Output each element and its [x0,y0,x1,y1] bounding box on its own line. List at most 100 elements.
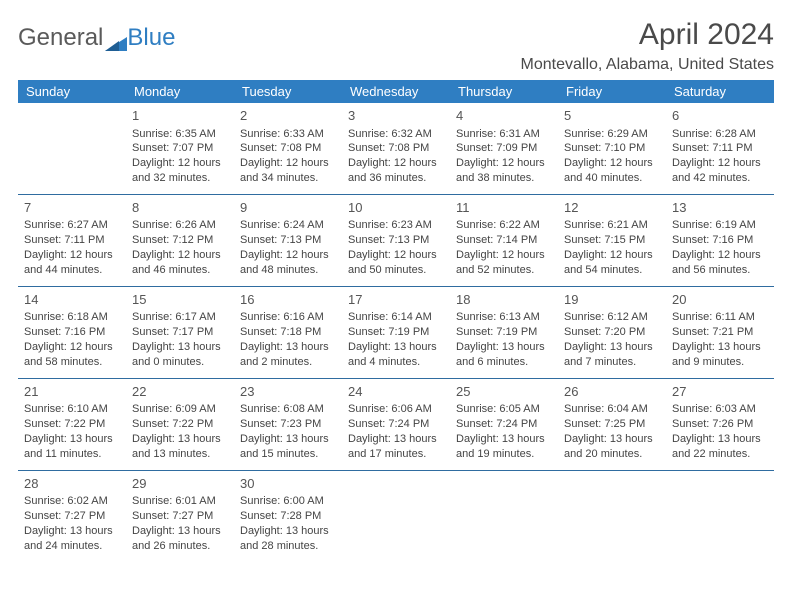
daylight-line-2: and 48 minutes. [240,263,336,278]
sunset-line: Sunset: 7:26 PM [672,417,768,432]
calendar-cell: 2Sunrise: 6:33 AMSunset: 7:08 PMDaylight… [234,103,342,194]
calendar-cell: 8Sunrise: 6:26 AMSunset: 7:12 PMDaylight… [126,194,234,286]
day-number: 21 [24,383,120,401]
daylight-line-2: and 19 minutes. [456,447,552,462]
daylight-line-1: Daylight: 12 hours [348,248,444,263]
sunset-line: Sunset: 7:08 PM [348,141,444,156]
daylight-line-1: Daylight: 12 hours [240,248,336,263]
sunrise-line: Sunrise: 6:33 AM [240,127,336,142]
sunrise-line: Sunrise: 6:06 AM [348,402,444,417]
calendar-row: 21Sunrise: 6:10 AMSunset: 7:22 PMDayligh… [18,378,774,470]
weekday-header: Monday [126,80,234,103]
sunrise-line: Sunrise: 6:31 AM [456,127,552,142]
sunset-line: Sunset: 7:27 PM [132,509,228,524]
day-number: 2 [240,107,336,125]
daylight-line-2: and 6 minutes. [456,355,552,370]
sunset-line: Sunset: 7:10 PM [564,141,660,156]
sunset-line: Sunset: 7:21 PM [672,325,768,340]
daylight-line-1: Daylight: 12 hours [348,156,444,171]
calendar-cell: 3Sunrise: 6:32 AMSunset: 7:08 PMDaylight… [342,103,450,194]
calendar-cell: 26Sunrise: 6:04 AMSunset: 7:25 PMDayligh… [558,378,666,470]
sunrise-line: Sunrise: 6:17 AM [132,310,228,325]
calendar-table: SundayMondayTuesdayWednesdayThursdayFrid… [18,80,774,562]
daylight-line-1: Daylight: 12 hours [132,248,228,263]
daylight-line-1: Daylight: 12 hours [24,248,120,263]
sunset-line: Sunset: 7:22 PM [132,417,228,432]
daylight-line-1: Daylight: 12 hours [564,156,660,171]
daylight-line-1: Daylight: 12 hours [132,156,228,171]
sunrise-line: Sunrise: 6:08 AM [240,402,336,417]
sunrise-line: Sunrise: 6:26 AM [132,218,228,233]
calendar-cell [450,470,558,561]
daylight-line-2: and 17 minutes. [348,447,444,462]
calendar-cell: 16Sunrise: 6:16 AMSunset: 7:18 PMDayligh… [234,286,342,378]
sunrise-line: Sunrise: 6:10 AM [24,402,120,417]
daylight-line-1: Daylight: 13 hours [132,432,228,447]
daylight-line-2: and 7 minutes. [564,355,660,370]
weekday-header: Sunday [18,80,126,103]
sunrise-line: Sunrise: 6:29 AM [564,127,660,142]
calendar-cell: 1Sunrise: 6:35 AMSunset: 7:07 PMDaylight… [126,103,234,194]
daylight-line-2: and 13 minutes. [132,447,228,462]
day-number: 19 [564,291,660,309]
day-number: 29 [132,475,228,493]
daylight-line-2: and 54 minutes. [564,263,660,278]
day-number: 25 [456,383,552,401]
sunrise-line: Sunrise: 6:19 AM [672,218,768,233]
calendar-cell [666,470,774,561]
sunrise-line: Sunrise: 6:13 AM [456,310,552,325]
calendar-cell: 5Sunrise: 6:29 AMSunset: 7:10 PMDaylight… [558,103,666,194]
calendar-cell: 20Sunrise: 6:11 AMSunset: 7:21 PMDayligh… [666,286,774,378]
calendar-cell [18,103,126,194]
sunset-line: Sunset: 7:16 PM [24,325,120,340]
daylight-line-2: and 34 minutes. [240,171,336,186]
calendar-head: SundayMondayTuesdayWednesdayThursdayFrid… [18,80,774,103]
sunset-line: Sunset: 7:28 PM [240,509,336,524]
sunrise-line: Sunrise: 6:11 AM [672,310,768,325]
sunrise-line: Sunrise: 6:18 AM [24,310,120,325]
sunset-line: Sunset: 7:13 PM [240,233,336,248]
calendar-cell: 19Sunrise: 6:12 AMSunset: 7:20 PMDayligh… [558,286,666,378]
location: Montevallo, Alabama, United States [521,56,774,74]
sunset-line: Sunset: 7:09 PM [456,141,552,156]
logo: General Blue [18,18,175,52]
sunrise-line: Sunrise: 6:04 AM [564,402,660,417]
daylight-line-1: Daylight: 13 hours [672,432,768,447]
daylight-line-1: Daylight: 12 hours [456,156,552,171]
calendar-cell: 27Sunrise: 6:03 AMSunset: 7:26 PMDayligh… [666,378,774,470]
sunset-line: Sunset: 7:24 PM [348,417,444,432]
calendar-cell: 9Sunrise: 6:24 AMSunset: 7:13 PMDaylight… [234,194,342,286]
daylight-line-1: Daylight: 13 hours [24,524,120,539]
calendar-cell: 23Sunrise: 6:08 AMSunset: 7:23 PMDayligh… [234,378,342,470]
daylight-line-1: Daylight: 13 hours [24,432,120,447]
sunrise-line: Sunrise: 6:27 AM [24,218,120,233]
day-number: 8 [132,199,228,217]
daylight-line-1: Daylight: 12 hours [672,156,768,171]
day-number: 9 [240,199,336,217]
daylight-line-2: and 0 minutes. [132,355,228,370]
daylight-line-1: Daylight: 13 hours [132,524,228,539]
sunrise-line: Sunrise: 6:23 AM [348,218,444,233]
calendar-row: 14Sunrise: 6:18 AMSunset: 7:16 PMDayligh… [18,286,774,378]
weekday-header: Tuesday [234,80,342,103]
weekday-header: Thursday [450,80,558,103]
daylight-line-2: and 46 minutes. [132,263,228,278]
daylight-line-1: Daylight: 12 hours [24,340,120,355]
day-number: 16 [240,291,336,309]
daylight-line-2: and 24 minutes. [24,539,120,554]
day-number: 24 [348,383,444,401]
daylight-line-1: Daylight: 13 hours [564,340,660,355]
sunset-line: Sunset: 7:11 PM [672,141,768,156]
sunrise-line: Sunrise: 6:02 AM [24,494,120,509]
sunrise-line: Sunrise: 6:03 AM [672,402,768,417]
day-number: 20 [672,291,768,309]
logo-text-1: General [18,24,103,52]
calendar-cell: 6Sunrise: 6:28 AMSunset: 7:11 PMDaylight… [666,103,774,194]
daylight-line-1: Daylight: 13 hours [132,340,228,355]
daylight-line-1: Daylight: 12 hours [240,156,336,171]
header: General Blue April 2024 Montevallo, Alab… [18,18,774,74]
calendar-cell: 15Sunrise: 6:17 AMSunset: 7:17 PMDayligh… [126,286,234,378]
sunrise-line: Sunrise: 6:21 AM [564,218,660,233]
daylight-line-1: Daylight: 13 hours [348,432,444,447]
day-number: 30 [240,475,336,493]
